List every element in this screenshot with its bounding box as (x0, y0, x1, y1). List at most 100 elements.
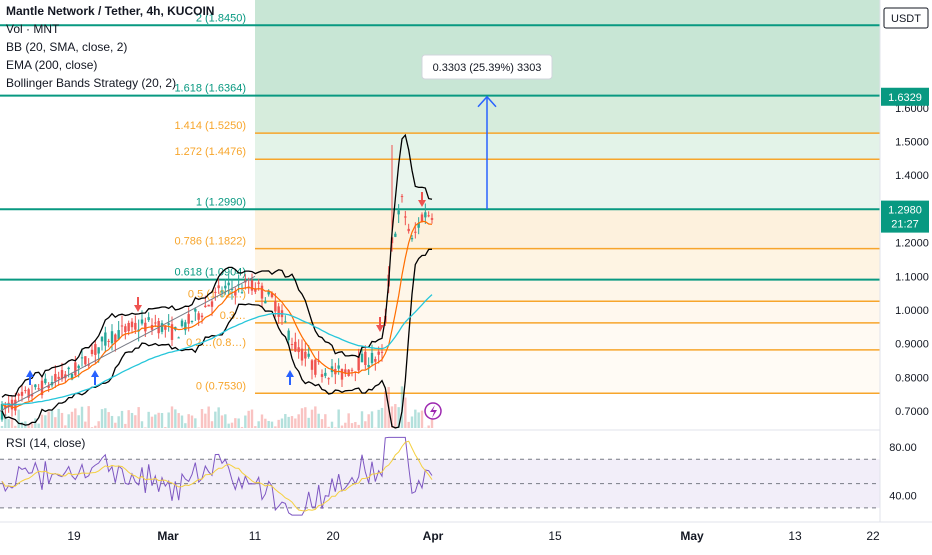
candle-body (67, 368, 69, 369)
volume-bar (321, 419, 323, 428)
volume-bar (41, 415, 43, 428)
fib-zone (255, 209, 880, 248)
candle-body (124, 326, 126, 332)
candle-body (414, 232, 416, 233)
bollinger-indicator-label[interactable]: BB (20, SMA, close, 2) (6, 38, 214, 56)
volume-bar (237, 418, 239, 428)
fib-level-label: 0.786 (1.1822) (174, 236, 246, 248)
candle-body (241, 292, 243, 293)
candle-body (427, 215, 429, 216)
volume-bar (87, 406, 89, 428)
volume-bar (37, 424, 39, 428)
volume-bar (154, 414, 156, 428)
candle-body (197, 313, 199, 320)
price-tick-label: 1.5000 (895, 137, 929, 149)
volume-bar (21, 422, 23, 428)
candle-body (374, 359, 376, 362)
volume-bar (267, 421, 269, 428)
candle-body (181, 321, 183, 327)
symbol-title[interactable]: Mantle Network / Tether, 4h, KUCOIN (6, 2, 214, 20)
volume-bar (271, 422, 273, 428)
volume-bar (141, 421, 143, 428)
volume-bar (251, 410, 253, 428)
volume-bar (307, 418, 309, 428)
ema-indicator-label[interactable]: EMA (200, close) (6, 56, 214, 74)
volume-bar (81, 407, 83, 428)
volume-bar (201, 409, 203, 428)
volume-bar (224, 414, 226, 428)
candle-body (34, 385, 36, 388)
price-tick-label: 1.4000 (895, 170, 929, 182)
candle-body (167, 323, 169, 325)
candle-body (77, 366, 79, 368)
fib-zone (255, 280, 880, 302)
volume-bar (274, 426, 276, 428)
volume-bar (111, 416, 113, 428)
candle-body (277, 306, 279, 316)
rsi-indicator-label[interactable]: RSI (14, close) (6, 436, 85, 450)
volume-bar (244, 416, 246, 428)
volume-bar (257, 421, 259, 428)
candle-body (381, 352, 383, 353)
volume-bar (77, 415, 79, 428)
candle-body (201, 316, 203, 318)
candle-body (284, 321, 286, 322)
fib-zone (255, 25, 880, 95)
candle-body (361, 354, 363, 363)
candle-body (207, 305, 209, 307)
candle-body (301, 349, 303, 361)
volume-bar (231, 423, 233, 428)
volume-bar (317, 414, 319, 428)
candle-body (154, 322, 156, 323)
volume-bar (204, 414, 206, 428)
candle-body (404, 216, 406, 217)
volume-bar (194, 418, 196, 428)
volume-bar (177, 413, 179, 428)
volume-bar (157, 413, 159, 428)
volume-bar (404, 398, 406, 428)
candle-body (371, 353, 373, 363)
volume-bar (417, 412, 419, 428)
fib-level-label: 0 (0.7530) (196, 380, 246, 392)
volume-bar (171, 406, 173, 428)
volume-bar (291, 416, 293, 428)
candle-body (274, 301, 276, 311)
volume-bar (11, 418, 13, 428)
volume-indicator-label[interactable]: Vol · MNT (6, 20, 214, 38)
volume-bar (284, 414, 286, 428)
volume-bar (91, 427, 93, 428)
rsi-tick-label: 80.00 (889, 442, 917, 454)
candle-body (401, 196, 403, 197)
volume-bar (334, 427, 336, 428)
candle-body (161, 323, 163, 332)
volume-bar (51, 411, 53, 428)
candle-body (44, 379, 46, 383)
candle-body (24, 390, 26, 391)
volume-bar (261, 414, 263, 428)
candle-body (204, 306, 206, 307)
candle-body (194, 309, 196, 312)
rsi-tick-label: 40.00 (889, 491, 917, 503)
candle-body (324, 373, 326, 376)
candle-body (357, 357, 359, 371)
fib-zone (255, 96, 880, 134)
price-tick-label: 0.9000 (895, 339, 929, 351)
price-tick-label: 1.0000 (895, 305, 929, 317)
candle-body (171, 324, 173, 340)
candle-body (184, 322, 186, 330)
volume-bar (107, 412, 109, 428)
strategy-indicator-label[interactable]: Bollinger Bands Strategy (20, 2) (6, 74, 214, 92)
candle-body (211, 301, 213, 306)
volume-bar (394, 404, 396, 428)
volume-bar (44, 415, 46, 428)
fib-zone (255, 249, 880, 280)
candle-body (291, 344, 293, 345)
fib-zone (255, 301, 880, 323)
candle-body (144, 323, 146, 332)
candle-body (304, 352, 306, 359)
candle-body (257, 283, 259, 284)
volume-bar (117, 416, 119, 428)
volume-bar (207, 407, 209, 428)
volume-bar (381, 408, 383, 428)
volume-bar (67, 414, 69, 428)
